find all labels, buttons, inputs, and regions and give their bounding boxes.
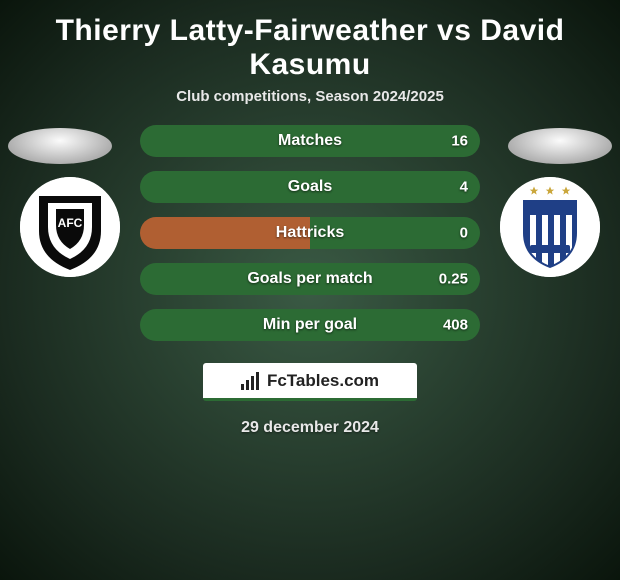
stat-bar: Goals 4 xyxy=(140,171,480,203)
player-photo-right xyxy=(508,128,612,164)
bar-label: Matches xyxy=(278,132,342,150)
bar-label: Goals xyxy=(288,178,332,196)
bar-value-right: 0 xyxy=(460,225,468,242)
club-badge-right xyxy=(500,177,600,277)
bar-value-right: 0.25 xyxy=(439,271,468,288)
svg-text:AFC: AFC xyxy=(58,216,83,230)
brand-bars-icon xyxy=(241,372,259,390)
brand-text: FcTables.com xyxy=(267,371,379,391)
stat-bars: Matches 16 Goals 4 Hattricks 0 Goals per match… xyxy=(140,125,480,341)
bar-value-right: 408 xyxy=(443,317,468,334)
bar-label: Min per goal xyxy=(263,316,357,334)
stat-bar: Hattricks 0 xyxy=(140,217,480,249)
bar-value-right: 16 xyxy=(451,133,468,150)
bar-value-right: 4 xyxy=(460,179,468,196)
date-text: 29 december 2024 xyxy=(0,419,620,437)
brand-box: FcTables.com xyxy=(203,363,417,401)
page-title: Thierry Latty-Fairweather vs David Kasum… xyxy=(0,0,620,88)
stat-bar: Min per goal 408 xyxy=(140,309,480,341)
bar-label: Goals per match xyxy=(247,270,372,288)
club-badge-left: AFC xyxy=(20,177,120,277)
subtitle: Club competitions, Season 2024/2025 xyxy=(0,88,620,125)
stat-bar: Goals per match 0.25 xyxy=(140,263,480,295)
player-photo-left xyxy=(8,128,112,164)
bar-label: Hattricks xyxy=(276,224,344,242)
stat-bar: Matches 16 xyxy=(140,125,480,157)
comparison-stage: AFC Matches 16 Goals 4 Hattricks 0 Goals per m… xyxy=(0,125,620,437)
